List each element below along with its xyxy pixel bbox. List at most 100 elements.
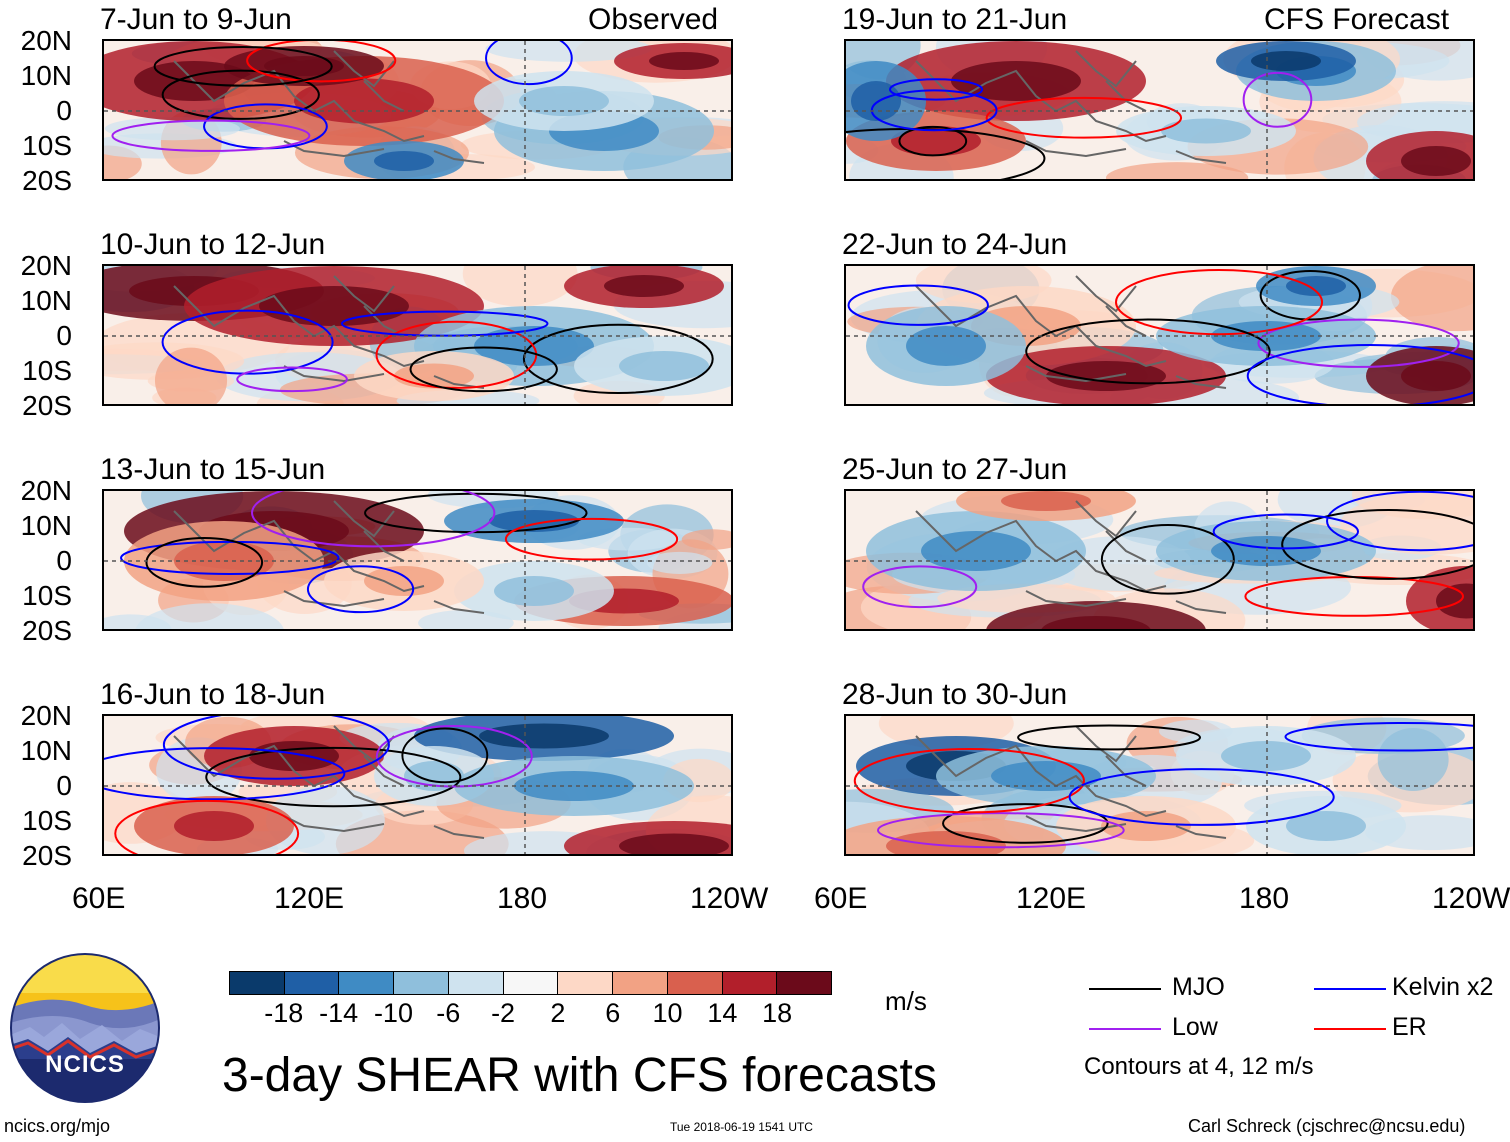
wave-contour — [1257, 318, 1460, 368]
shear-field-patch — [681, 529, 731, 550]
x-label-60e-left: 60E — [72, 882, 126, 915]
shear-core — [986, 601, 1206, 629]
colorbar-label: -14 — [319, 998, 359, 1028]
wave-contour — [111, 119, 311, 152]
timestamp: Tue 2018-06-19 1541 UTC — [670, 1120, 813, 1134]
panel-title-obs-1: 7-Jun to 9-Jun — [100, 3, 292, 36]
panel-title-obs-2: 10-Jun to 12-Jun — [100, 228, 326, 261]
site-link[interactable]: ncics.org/mjo — [4, 1116, 111, 1136]
forecast-label: CFS Forecast — [1264, 3, 1450, 36]
ncics-logo: NCICS — [10, 953, 160, 1103]
shear-field-patch — [135, 603, 284, 629]
wave-contour — [1100, 524, 1235, 595]
shear-core-inner — [851, 81, 901, 121]
shear-field-patch — [154, 347, 228, 404]
shear-core-inner — [1251, 51, 1321, 71]
y-label-row3-0: 0 — [56, 545, 72, 576]
wave-contour — [1259, 269, 1361, 321]
wave-contour — [104, 747, 346, 801]
colorbar-swatch-7 — [613, 972, 668, 994]
coastline — [915, 725, 1227, 839]
shear-field-patch — [646, 551, 713, 574]
wave-contour — [306, 565, 415, 614]
colorbar-swatch-1 — [284, 972, 340, 994]
coastline — [915, 50, 1227, 164]
x-label-60e-right: 60E — [814, 882, 868, 915]
wave-contour — [205, 746, 462, 808]
wave-contour — [145, 537, 264, 588]
shear-field-patch — [485, 41, 652, 62]
wave-contour — [1017, 724, 1202, 751]
panel-title-fc-4: 28-Jun to 30-Jun — [842, 678, 1068, 711]
observed-label: Observed — [588, 3, 719, 36]
colorbar-swatch-4 — [448, 972, 504, 994]
shear-core-inner — [619, 833, 729, 854]
shear-core-inner — [951, 61, 1081, 101]
shear-core-inner — [374, 151, 434, 171]
wave-contour — [153, 46, 333, 87]
shear-field-patch — [104, 116, 240, 141]
legend-label-mjo: MJO — [1172, 973, 1225, 1001]
colorbar-swatch-5 — [503, 972, 559, 994]
colorbar-label: 10 — [652, 998, 683, 1028]
shear-field-patch — [462, 266, 578, 307]
legend-label-kelvin: Kelvin x2 — [1392, 973, 1494, 1001]
shear-core-inner — [519, 86, 609, 116]
wave-contour — [862, 565, 978, 609]
wave-contour — [114, 799, 300, 854]
y-label-row1-10N: 10N — [20, 60, 72, 91]
colorbar-label: -10 — [373, 998, 413, 1028]
wave-contour — [847, 284, 989, 326]
map-panel-obs-1 — [102, 39, 733, 181]
legend-line-er — [1314, 1028, 1386, 1030]
x-label-180-right: 180 — [1239, 882, 1290, 915]
shear-core-inner — [649, 52, 719, 70]
wave-contour — [942, 803, 1109, 844]
wave-contour — [1068, 768, 1335, 826]
logo-text: NCICS — [45, 1051, 125, 1078]
wave-contour — [1025, 318, 1271, 385]
x-label-120w-left: 120W — [690, 882, 769, 915]
y-label-row3-20S: 20S — [22, 615, 72, 646]
legend-note: Contours at 4, 12 m/s — [1084, 1053, 1314, 1080]
wave-contour — [1281, 509, 1473, 580]
colorbar-swatch-3 — [394, 972, 449, 994]
shear-core-inner — [1041, 616, 1151, 629]
colorbar-label: 18 — [762, 998, 793, 1028]
colorbar — [229, 971, 832, 995]
x-label-120w-right: 120W — [1432, 884, 1510, 914]
colorbar-swatch-10 — [777, 972, 832, 994]
y-label-row2-20S: 20S — [22, 390, 72, 421]
shear-core-inner — [1101, 811, 1191, 841]
legend-label-low: Low — [1172, 1013, 1218, 1041]
wave-contour — [1115, 268, 1324, 336]
colorbar-swatch-8 — [667, 972, 723, 994]
y-label-row2-0: 0 — [56, 320, 72, 351]
coastline — [173, 275, 485, 389]
y-label-row3-20N: 20N — [20, 475, 72, 506]
wave-contour — [1212, 513, 1360, 550]
map-panel-fc-2 — [844, 264, 1475, 406]
shear-field-patch — [265, 785, 385, 854]
map-panel-obs-3 — [102, 489, 733, 631]
panel-title-fc-1: 19-Jun to 21-Jun — [842, 3, 1068, 36]
wave-contour — [161, 309, 334, 375]
y-label-row4-10S: 10S — [22, 805, 72, 836]
colorbar-label: 14 — [707, 998, 738, 1028]
legend-line-mjo — [1089, 988, 1161, 990]
y-label-row2-20N: 20N — [20, 250, 72, 281]
shear-core-inner — [1401, 361, 1471, 391]
wave-contour — [120, 540, 340, 575]
shear-field-patch — [1377, 728, 1449, 791]
wave-contour — [375, 725, 533, 788]
y-label-row2-10S: 10S — [22, 355, 72, 386]
shear-core-inner — [249, 741, 339, 771]
shear-core-inner — [1001, 491, 1091, 511]
wave-contour — [1242, 71, 1313, 128]
y-label-row4-20S: 20S — [22, 840, 72, 871]
y-label-row2-10N: 10N — [20, 285, 72, 316]
shear-core-inner — [1286, 811, 1366, 841]
colorbar-label: 6 — [605, 998, 621, 1028]
shear-core-inner — [921, 531, 1031, 571]
figure-title: 3-day SHEAR with CFS forecasts — [222, 1049, 937, 1102]
